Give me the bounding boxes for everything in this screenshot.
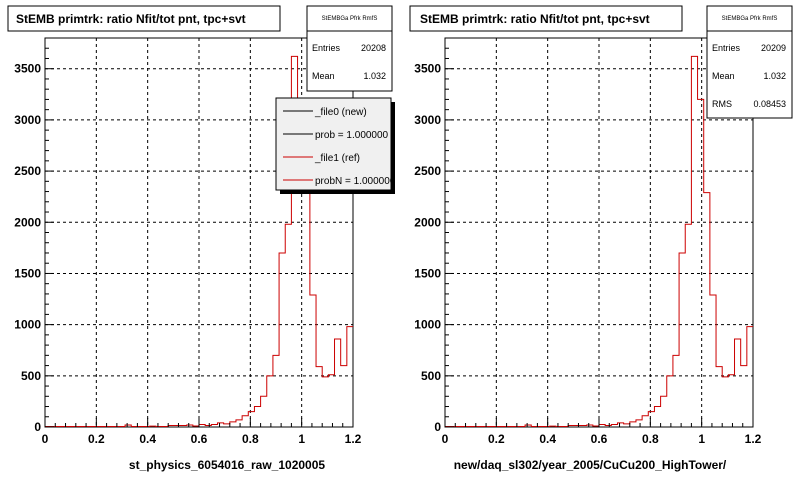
stats-box-1: StEMBGa Pfrk RmfS Entries 20208 Mean 1.0…	[306, 5, 393, 92]
panel-2: 0 0.2 0.4 0.6 0.8 1 1.2 0 500 1000 1500 2000 2500 30…	[409, 5, 793, 472]
y-tick-label: 1000	[414, 318, 441, 332]
chart-title-2: StEMB primtrk: ratio Nfit/tot pnt, tpc+s…	[420, 12, 650, 26]
x-axis-label-2: new/daq_sl302/year_2005/CuCu200_HighTowe…	[454, 458, 727, 472]
stats-header-1: StEMBGa Pfrk RmfS	[322, 16, 378, 22]
y-ticks-1: 0 500 1000 1500 2000 2500 3000 3500	[14, 37, 54, 434]
y-tick-label: 0	[34, 420, 41, 434]
panel-1: 0 0.2 0.4 0.6 0.8 1 1.2 0 500 1000 1500 2000 2500 30…	[7, 5, 396, 472]
y-tick-label: 500	[421, 369, 441, 383]
legend-label-file1: _file1 (ref)	[314, 153, 360, 164]
y-tick-label: 3500	[414, 62, 441, 76]
y-tick-label: 2000	[14, 215, 41, 229]
legend-label-file0: _file0 (new)	[314, 107, 367, 118]
y-tick-label: 3000	[414, 113, 441, 127]
chart-title-1: StEMB primtrk: ratio Nfit/tot pnt, tpc+s…	[16, 12, 246, 26]
series-1	[45, 55, 353, 427]
x-tick-label: 0.6	[191, 432, 208, 446]
series-2	[445, 55, 753, 427]
stats-entries-label-1: Entries	[312, 43, 341, 53]
y-tick-label: 3500	[14, 62, 41, 76]
stats-mean-value-1: 1.032	[363, 71, 386, 81]
histogram-line	[45, 55, 353, 427]
y-tick-label: 2000	[414, 215, 441, 229]
x-tick-label: 1.2	[745, 432, 762, 446]
y-tick-label: 2500	[14, 164, 41, 178]
title-box-2	[409, 5, 683, 32]
x-tick-label: 0	[42, 432, 49, 446]
stats-mean-label-2: Mean	[712, 71, 735, 81]
x-tick-label: 1	[298, 432, 305, 446]
stats-rms-value-2: 0.08453	[753, 99, 786, 109]
x-tick-label: 0.6	[591, 432, 608, 446]
x-tick-label: 0.4	[539, 432, 556, 446]
y-tick-label: 3000	[14, 113, 41, 127]
stats-header-2: StEMBGa Pfrk RmfS	[722, 16, 778, 22]
y-tick-label: 2500	[414, 164, 441, 178]
stats-entries-value-1: 20208	[361, 43, 386, 53]
y-tick-label: 1500	[14, 266, 41, 280]
stats-entries-label-2: Entries	[712, 43, 741, 53]
title-box-1	[7, 5, 281, 32]
legend-1: _file0 (new) prob = 1.000000 _file1 (ref…	[275, 97, 396, 194]
x-axis-label-1: st_physics_6054016_raw_1020005	[129, 458, 325, 472]
stats-mean-value-2: 1.032	[763, 71, 786, 81]
x-tick-label: 0.8	[242, 432, 259, 446]
grid-2	[445, 38, 753, 427]
legend-label-prob: prob = 1.000000	[315, 130, 389, 141]
x-ticks-1: 0 0.2 0.4 0.6 0.8 1 1.2	[42, 418, 362, 446]
y-tick-label: 0	[434, 420, 441, 434]
grid-1	[45, 38, 353, 427]
x-tick-label: 1.2	[345, 432, 362, 446]
x-tick-label: 1	[698, 432, 705, 446]
x-tick-label: 0	[442, 432, 449, 446]
x-tick-label: 0.8	[642, 432, 659, 446]
y-tick-label: 1500	[414, 266, 441, 280]
histogram-line	[445, 55, 753, 427]
y-ticks-2: 0 500 1000 1500 2000 2500 3000 3500	[414, 37, 454, 434]
x-tick-label: 0.4	[139, 432, 156, 446]
y-tick-label: 1000	[14, 318, 41, 332]
stats-rms-label-2: RMS	[712, 99, 732, 109]
stats-box-2: StEMBGa Pfrk RmfS Entries 20209 Mean 1.0…	[706, 5, 793, 119]
x-ticks-2: 0 0.2 0.4 0.6 0.8 1 1.2	[442, 418, 762, 446]
y-tick-label: 500	[21, 369, 41, 383]
x-tick-label: 0.2	[88, 432, 105, 446]
stats-entries-value-2: 20209	[761, 43, 786, 53]
legend-label-probn: probN = 1.000000	[315, 176, 396, 187]
stats-mean-label-1: Mean	[312, 71, 335, 81]
x-tick-label: 0.2	[488, 432, 505, 446]
